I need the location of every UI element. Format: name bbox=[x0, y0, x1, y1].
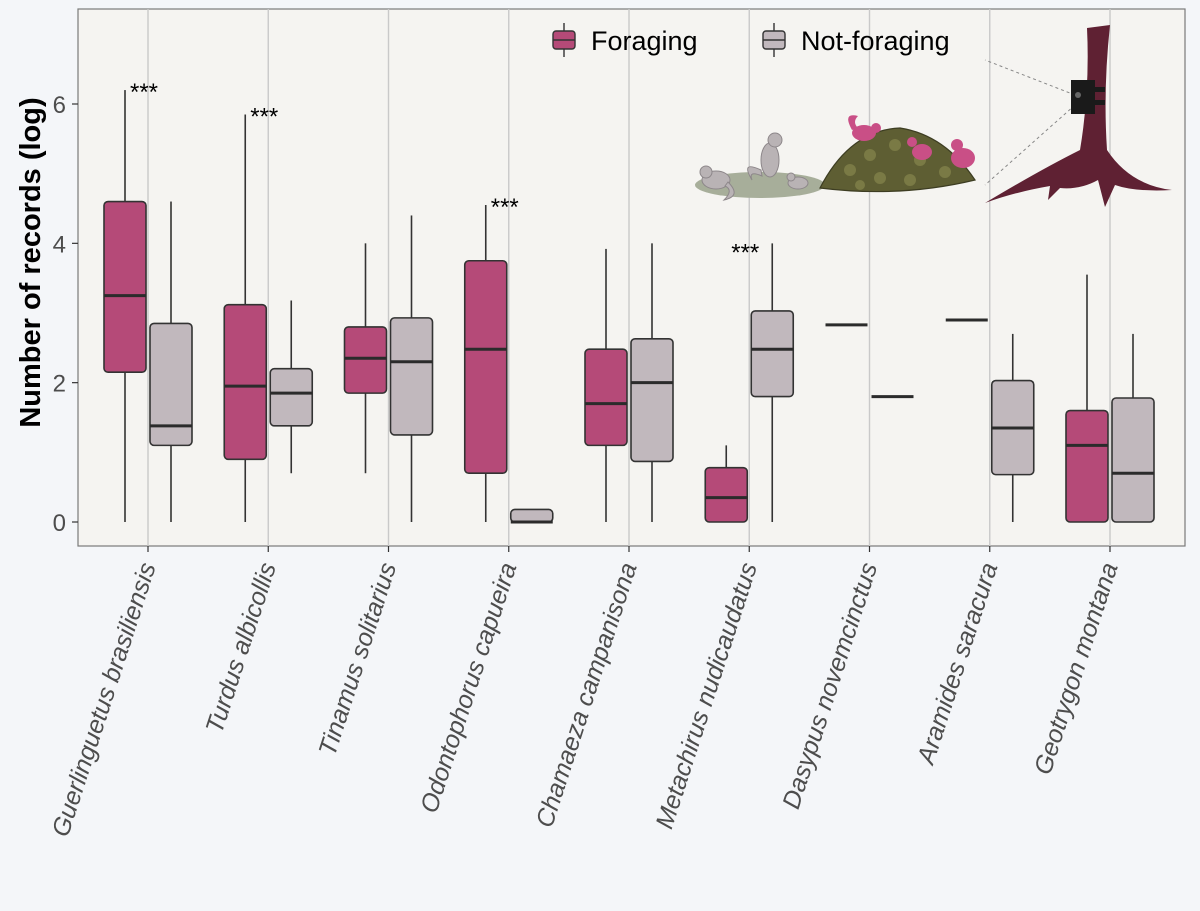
x-tick-label: Guerlinguetus brasiliensis bbox=[47, 559, 162, 840]
y-axis-label: Number of records (log) bbox=[15, 97, 47, 427]
bird-icon bbox=[907, 137, 932, 160]
box-body bbox=[1111, 397, 1155, 523]
box-body bbox=[584, 348, 628, 447]
legend-item-not-foraging: Not-foraging bbox=[762, 23, 950, 57]
bird-icon bbox=[786, 172, 809, 190]
leaf-litter-icon bbox=[819, 127, 976, 193]
y-tick-label: 6 bbox=[53, 92, 66, 119]
x-tick-label: Tinamus solitarius bbox=[313, 559, 402, 759]
box-body bbox=[750, 310, 795, 398]
box-not-foraging-1 bbox=[269, 300, 314, 474]
y-axis: 0 2 4 6 bbox=[53, 92, 78, 537]
x-axis: Guerlinguetus brasiliensis Turdus albicol… bbox=[47, 546, 1124, 840]
legend-item-foraging: Foraging bbox=[552, 23, 698, 57]
significance-label: *** bbox=[130, 79, 158, 106]
box-body bbox=[1065, 409, 1109, 523]
box-not-foraging-8 bbox=[1111, 333, 1155, 523]
camera-trap-icon bbox=[1071, 80, 1095, 114]
bird-icon bbox=[951, 139, 975, 168]
legend-label: Foraging bbox=[591, 26, 698, 56]
box-not-foraging-7 bbox=[990, 333, 1035, 522]
box-body bbox=[103, 200, 147, 374]
box-foraging-4 bbox=[584, 248, 628, 522]
box-body bbox=[269, 367, 314, 427]
x-tick-label: Odontophorus capueira bbox=[415, 559, 522, 816]
x-tick-label: Geotrygon montana bbox=[1029, 559, 1124, 778]
box-body bbox=[389, 317, 434, 436]
box-foraging-5 bbox=[704, 445, 749, 523]
significance-annotations: *** *** *** *** bbox=[130, 79, 759, 266]
box-body bbox=[704, 466, 749, 523]
x-tick-label: Metachirus nudicaudatus bbox=[650, 559, 763, 832]
x-tick-label: Aramides saracura bbox=[911, 559, 1003, 769]
x-tick-label: Dasypus novemcinctus bbox=[777, 559, 883, 812]
squirrel-icon bbox=[699, 165, 735, 201]
y-tick-label: 0 bbox=[53, 510, 66, 537]
box-body bbox=[343, 326, 388, 394]
box-not-foraging-0 bbox=[149, 201, 193, 522]
x-tick-label: Turdus albicollis bbox=[201, 559, 282, 736]
camera-trap-illustration bbox=[695, 25, 1172, 207]
box-not-foraging-3 bbox=[509, 508, 554, 524]
boxplot-series bbox=[103, 90, 1155, 524]
box-body bbox=[509, 508, 554, 523]
y-tick-label: 4 bbox=[53, 231, 66, 258]
squirrel-icon bbox=[848, 115, 881, 141]
legend-label: Not-foraging bbox=[801, 26, 950, 56]
tree-icon bbox=[985, 25, 1172, 207]
box-foraging-3 bbox=[463, 205, 508, 522]
box-foraging-1 bbox=[223, 114, 268, 522]
box-foraging-0 bbox=[103, 90, 147, 522]
box-foraging-2 bbox=[343, 243, 388, 474]
grid-lines bbox=[147, 9, 1111, 546]
significance-label: *** bbox=[250, 103, 278, 130]
box-body bbox=[463, 259, 508, 475]
y-tick-label: 2 bbox=[53, 371, 66, 398]
box-not-foraging-5 bbox=[750, 243, 795, 522]
significance-label: *** bbox=[731, 239, 759, 266]
box-body bbox=[223, 303, 268, 461]
legend: Foraging Not-foraging bbox=[552, 23, 950, 57]
box-not-foraging-2 bbox=[389, 215, 434, 522]
x-tick-label: Chamaeza campanisona bbox=[531, 559, 643, 831]
significance-label: *** bbox=[491, 194, 519, 221]
box-body bbox=[149, 322, 193, 447]
box-body bbox=[630, 337, 674, 463]
box-foraging-8 bbox=[1065, 274, 1109, 523]
squirrel-icon bbox=[747, 132, 783, 181]
box-not-foraging-4 bbox=[630, 243, 674, 522]
